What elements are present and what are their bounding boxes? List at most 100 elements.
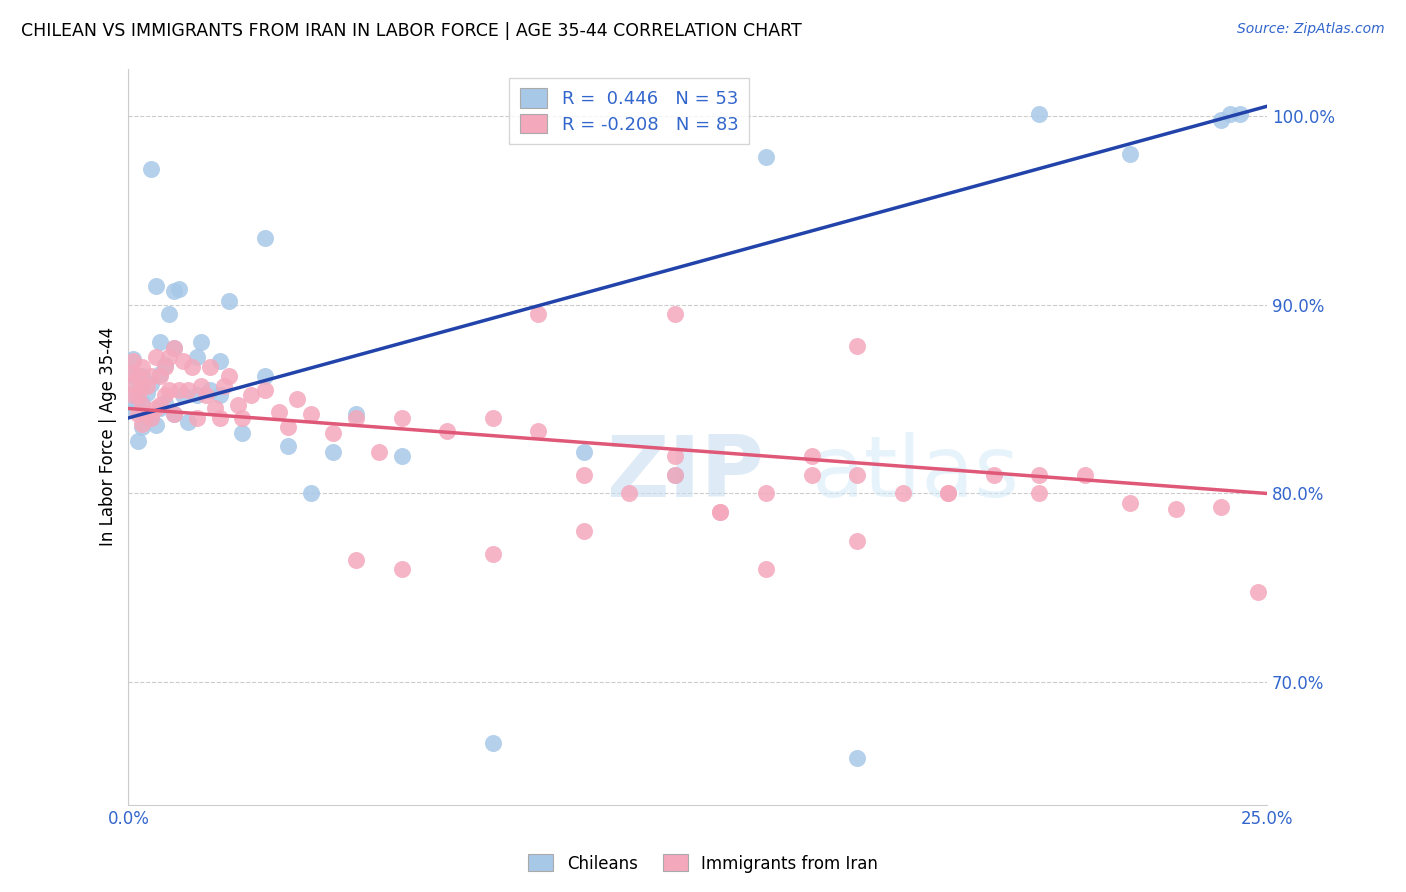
- Point: [149, 369, 172, 384]
- Point: [159, 307, 181, 321]
- Point: [436, 424, 458, 438]
- Point: [1028, 486, 1050, 500]
- Text: atlas: atlas: [811, 432, 1019, 515]
- Text: ZIP: ZIP: [606, 432, 765, 515]
- Point: [131, 420, 153, 434]
- Point: [131, 379, 153, 393]
- Point: [936, 486, 959, 500]
- Point: [122, 386, 145, 401]
- Point: [149, 368, 172, 382]
- Point: [135, 407, 157, 421]
- Point: [186, 388, 208, 402]
- Point: [277, 439, 299, 453]
- Point: [186, 411, 208, 425]
- Point: [200, 383, 222, 397]
- Point: [153, 396, 176, 410]
- Point: [127, 369, 149, 384]
- Point: [153, 358, 176, 372]
- Point: [391, 449, 413, 463]
- Point: [135, 411, 157, 425]
- Point: [391, 411, 413, 425]
- Point: [755, 150, 778, 164]
- Point: [131, 417, 153, 431]
- Point: [254, 369, 277, 384]
- Point: [153, 388, 176, 402]
- Point: [122, 366, 145, 380]
- Point: [709, 505, 731, 519]
- Point: [186, 351, 208, 365]
- Point: [172, 388, 194, 402]
- Point: [208, 411, 231, 425]
- Point: [1119, 146, 1142, 161]
- Point: [664, 467, 686, 482]
- Legend: R =  0.446   N = 53, R = -0.208   N = 83: R = 0.446 N = 53, R = -0.208 N = 83: [509, 78, 749, 145]
- Point: [277, 420, 299, 434]
- Point: [299, 486, 322, 500]
- Point: [208, 354, 231, 368]
- Point: [218, 369, 240, 384]
- Point: [891, 486, 914, 500]
- Point: [127, 407, 149, 421]
- Point: [755, 562, 778, 576]
- Point: [572, 467, 595, 482]
- Point: [200, 359, 222, 374]
- Point: [159, 383, 181, 397]
- Point: [619, 486, 641, 500]
- Point: [122, 388, 145, 402]
- Point: [709, 505, 731, 519]
- Point: [176, 383, 198, 397]
- Point: [159, 351, 181, 365]
- Point: [208, 388, 231, 402]
- Point: [231, 425, 253, 440]
- Point: [149, 335, 172, 350]
- Point: [983, 467, 1005, 482]
- Point: [149, 401, 172, 416]
- Point: [149, 398, 172, 412]
- Point: [167, 383, 190, 397]
- Point: [212, 379, 235, 393]
- Point: [481, 411, 503, 425]
- Point: [481, 736, 503, 750]
- Point: [145, 418, 167, 433]
- Point: [194, 388, 217, 402]
- Point: [322, 445, 344, 459]
- Text: Source: ZipAtlas.com: Source: ZipAtlas.com: [1237, 22, 1385, 37]
- Point: [391, 562, 413, 576]
- Point: [285, 392, 308, 406]
- Point: [1219, 107, 1241, 121]
- Point: [1119, 496, 1142, 510]
- Point: [1211, 500, 1233, 514]
- Point: [172, 354, 194, 368]
- Point: [322, 425, 344, 440]
- Text: CHILEAN VS IMMIGRANTS FROM IRAN IN LABOR FORCE | AGE 35-44 CORRELATION CHART: CHILEAN VS IMMIGRANTS FROM IRAN IN LABOR…: [21, 22, 801, 40]
- Point: [800, 467, 823, 482]
- Point: [145, 278, 167, 293]
- Point: [368, 445, 391, 459]
- Point: [131, 369, 153, 384]
- Point: [122, 369, 145, 384]
- Point: [131, 398, 153, 412]
- Point: [141, 161, 163, 176]
- Point: [1229, 107, 1251, 121]
- Point: [122, 376, 145, 391]
- Point: [163, 341, 186, 355]
- Point: [122, 354, 145, 368]
- Point: [299, 407, 322, 421]
- Point: [190, 335, 212, 350]
- Point: [1074, 467, 1097, 482]
- Point: [344, 407, 367, 421]
- Point: [145, 401, 167, 416]
- Legend: Chileans, Immigrants from Iran: Chileans, Immigrants from Iran: [522, 847, 884, 880]
- Point: [231, 411, 253, 425]
- Point: [846, 533, 869, 548]
- Point: [254, 231, 277, 245]
- Point: [131, 396, 153, 410]
- Point: [163, 407, 186, 421]
- Point: [135, 386, 157, 401]
- Point: [846, 339, 869, 353]
- Point: [181, 359, 204, 374]
- Point: [846, 467, 869, 482]
- Point: [190, 379, 212, 393]
- Point: [131, 359, 153, 374]
- Point: [167, 283, 190, 297]
